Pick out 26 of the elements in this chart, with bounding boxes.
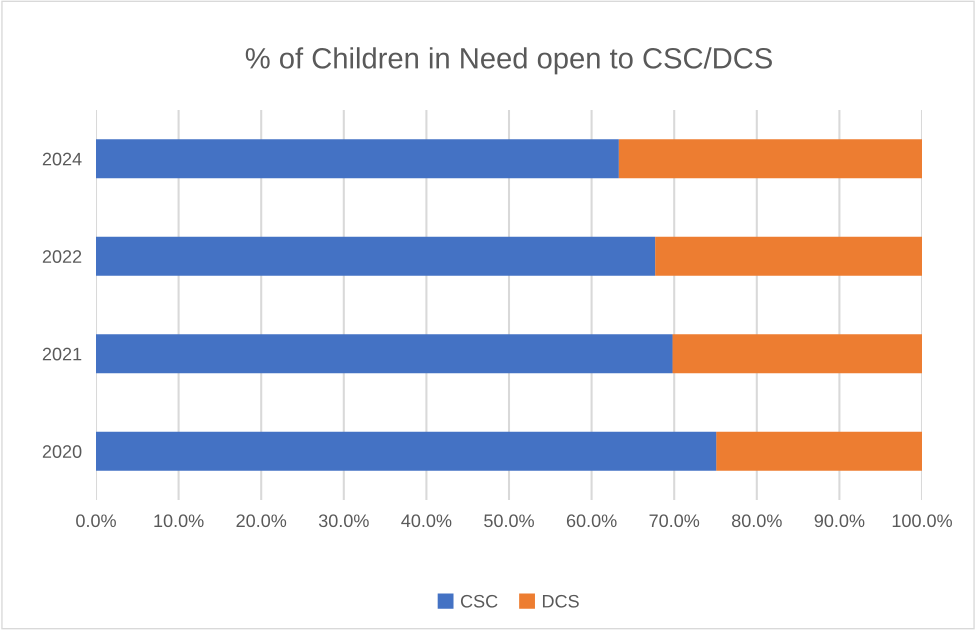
- legend-label: DCS: [542, 594, 579, 608]
- x-tick-label: 60.0%: [566, 514, 617, 528]
- x-tick-label: 70.0%: [650, 514, 700, 528]
- bar: [716, 432, 922, 471]
- x-tick-label: 0.0%: [76, 514, 116, 528]
- y-tick-label: 2022: [42, 250, 82, 263]
- x-tick-label: 50.0%: [484, 514, 534, 528]
- x-tick-label: 40.0%: [401, 514, 452, 528]
- bar: [96, 236, 656, 276]
- bar: [672, 334, 922, 374]
- bar: [96, 334, 673, 374]
- y-tick-label: 2024: [42, 152, 82, 166]
- bar: [96, 432, 716, 471]
- legend-label: CSC: [460, 594, 498, 608]
- y-tick-label: 2021: [42, 348, 82, 360]
- bar: [618, 139, 922, 178]
- bar: [96, 139, 619, 178]
- x-tick-label: 30.0%: [318, 514, 369, 528]
- x-tick-label: 80.0%: [732, 514, 782, 528]
- x-tick-label: 90.0%: [814, 514, 864, 528]
- x-tick-label: 10.0%: [154, 514, 204, 528]
- chart-title: % of Children in Need open to CSC/DCS: [246, 47, 772, 74]
- x-tick-label: 20.0%: [236, 514, 286, 528]
- y-tick-label: 2020: [42, 445, 82, 458]
- x-tick-label: 100.0%: [892, 514, 952, 528]
- bar: [655, 236, 922, 276]
